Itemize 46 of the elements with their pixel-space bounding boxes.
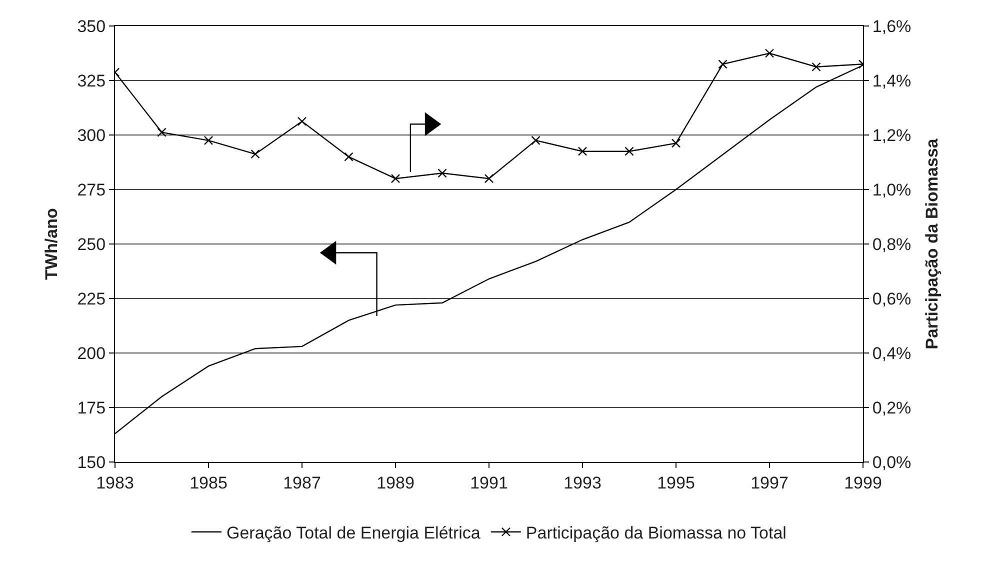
point [157, 128, 166, 137]
y-tick-label: 225 [77, 289, 106, 308]
y2-tick-label: 0,8% [872, 234, 912, 254]
y2-tick-label: 0,4% [872, 344, 912, 363]
point [671, 138, 681, 148]
y-tick-label: 200 [77, 344, 106, 363]
x-tick-label: 1991 [470, 473, 508, 492]
y-tick-label: 250 [77, 234, 106, 254]
y2-tick-label: 0,6% [872, 289, 912, 308]
legend-label: Geração Total de Energia Elétrica [226, 524, 481, 542]
point [438, 168, 447, 178]
y2-tick-label: 0,0% [872, 452, 912, 472]
y-tick-label: 150 [77, 452, 106, 472]
x-tick-label: 1993 [564, 473, 602, 492]
point [344, 152, 354, 162]
point [484, 174, 494, 184]
y2-tick-label: 1,4% [872, 71, 912, 90]
x-tick-label: 1997 [750, 473, 788, 492]
y-tick-label: 300 [77, 126, 106, 145]
x-tick-label: 1985 [190, 473, 228, 492]
point [812, 62, 821, 72]
point [578, 146, 588, 156]
point [531, 136, 540, 146]
y-tick-label: 325 [77, 71, 106, 90]
point [297, 116, 307, 126]
y-tick-label: 350 [77, 16, 106, 36]
y2-tick-label: 1,2% [872, 126, 912, 145]
y-axis-title: TWh/ano [42, 208, 61, 280]
point [764, 48, 774, 58]
x-tick-label: 1995 [657, 473, 695, 492]
x-tick-label: 1999 [844, 473, 882, 492]
y-tick-label: 275 [77, 180, 106, 200]
x-tick-label: 1987 [283, 473, 321, 492]
point [390, 174, 400, 184]
point [718, 60, 728, 69]
point [624, 146, 634, 156]
x-tick-label: 1983 [96, 473, 134, 492]
y-tick-label: 175 [77, 398, 106, 418]
y2-tick-label: 0,2% [872, 398, 912, 418]
point [250, 149, 260, 159]
y2-axis-title: Participação da Biomassa [922, 138, 942, 350]
x-tick-label: 1989 [376, 473, 414, 492]
y2-tick-label: 1,6% [872, 16, 912, 36]
point [204, 136, 214, 146]
legend-label: Participação da Biomassa no Total [526, 524, 786, 542]
y2-tick-label: 1,0% [872, 180, 912, 200]
